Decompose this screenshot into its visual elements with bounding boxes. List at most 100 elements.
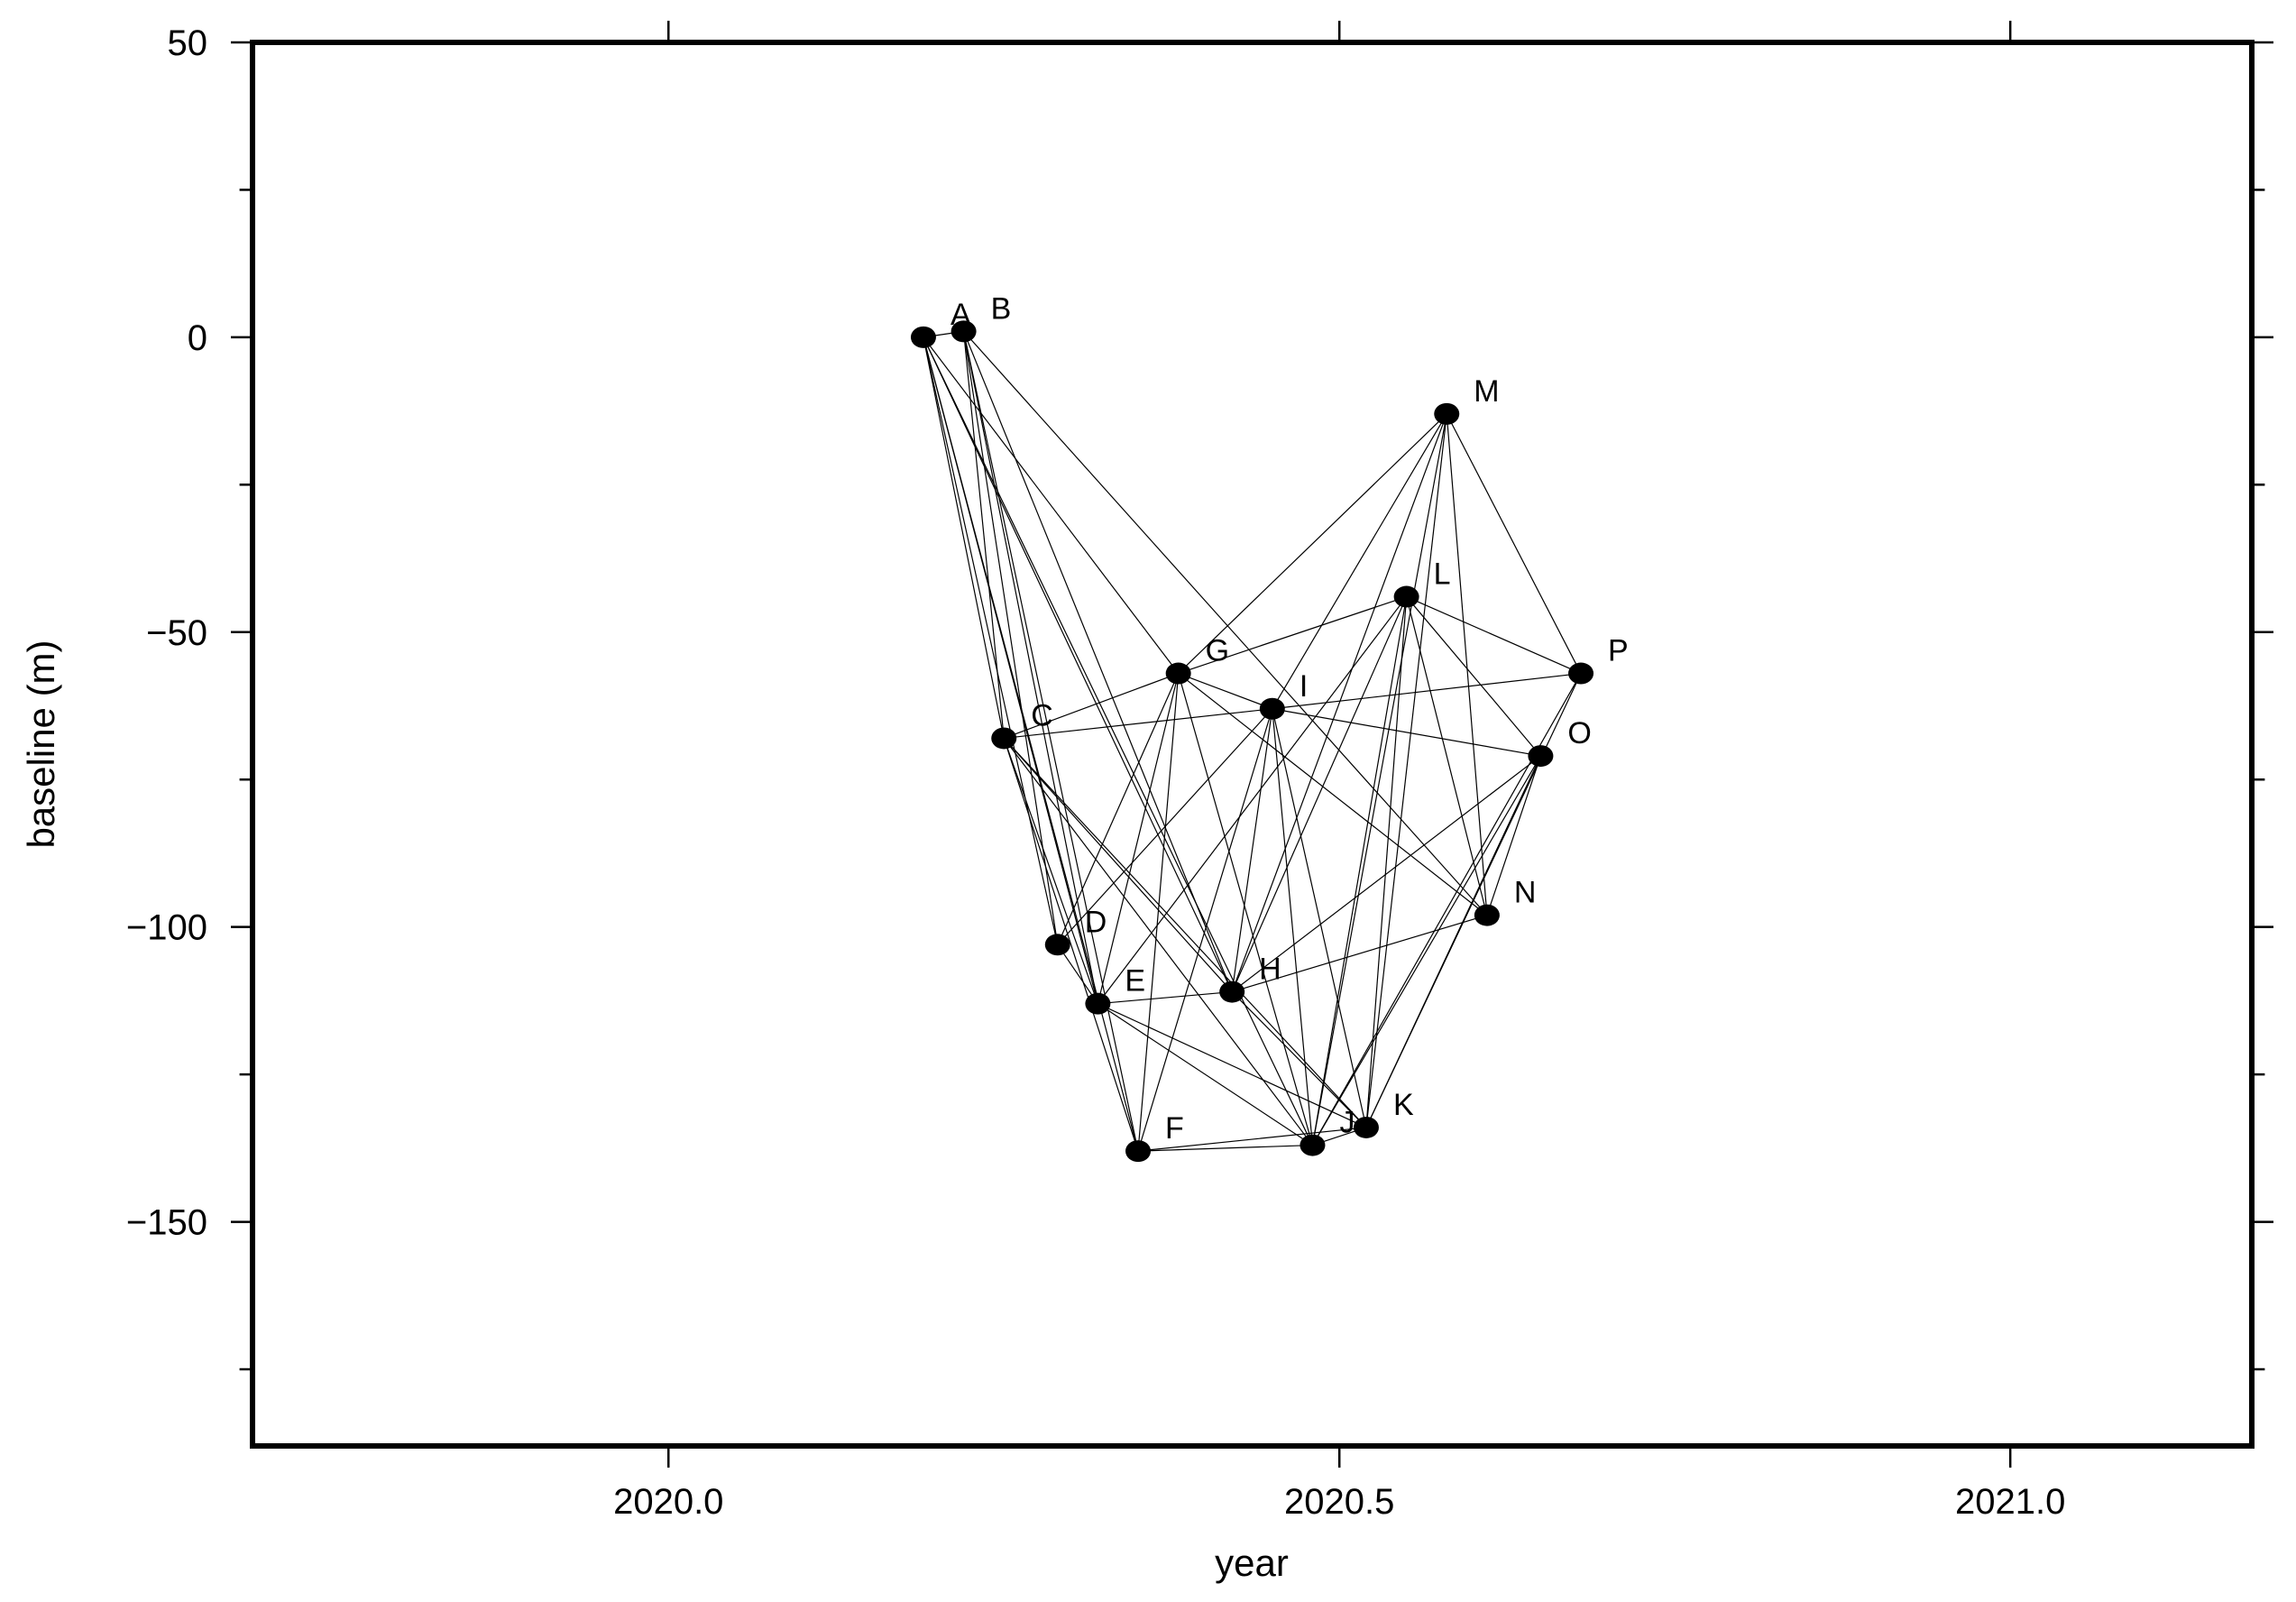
connection-line-C-E xyxy=(1003,738,1098,1004)
connection-line-D-G xyxy=(1057,673,1180,945)
connection-line-E-H xyxy=(1097,990,1233,1005)
point-labels: A B C DE F G H I J K L M N O P xyxy=(951,291,1629,1146)
connection-line-F-K xyxy=(1137,1127,1367,1152)
point-label-F: F xyxy=(1165,1111,1184,1146)
connection-lines xyxy=(923,330,1582,1152)
connection-line-A-C xyxy=(923,336,1005,739)
connection-line-C-G xyxy=(1004,672,1179,740)
data-point-C xyxy=(991,727,1017,750)
data-point-B xyxy=(951,320,977,343)
data-point-N xyxy=(1474,904,1500,926)
connection-line-H-L xyxy=(1231,596,1408,992)
point-label-B: B xyxy=(991,291,1012,326)
point-label-P: P xyxy=(1608,634,1629,668)
data-point-M xyxy=(1434,402,1460,425)
connection-line-C-J xyxy=(1003,738,1313,1146)
connection-line-F-I xyxy=(1137,708,1273,1152)
connection-line-E-K xyxy=(1097,1003,1367,1128)
connection-line-A-D xyxy=(923,336,1059,945)
y-tick-label: −50 xyxy=(146,613,207,653)
point-label-K: K xyxy=(1393,1088,1414,1122)
connection-line-G-I xyxy=(1178,672,1273,710)
connection-line-C-I xyxy=(1004,708,1272,740)
data-point-G xyxy=(1165,662,1191,685)
connection-line-B-E xyxy=(963,331,1098,1004)
x-axis-title: year xyxy=(1215,1542,1289,1584)
data-point-O xyxy=(1528,745,1554,768)
point-label-H: H xyxy=(1259,953,1281,987)
connection-line-M-N xyxy=(1446,413,1488,916)
connection-line-H-O xyxy=(1231,755,1541,993)
connection-line-J-L xyxy=(1311,596,1408,1146)
connection-line-I-P xyxy=(1272,672,1582,710)
data-point-P xyxy=(1568,662,1594,685)
point-label-O: O xyxy=(1567,716,1591,750)
point-label-C: C xyxy=(1031,698,1053,732)
connection-line-E-J xyxy=(1097,1003,1313,1146)
connection-line-C-K xyxy=(1003,738,1367,1128)
data-point-I xyxy=(1259,697,1285,720)
point-label-E: E xyxy=(1125,964,1145,999)
connection-line-H-I xyxy=(1231,708,1273,992)
data-point-A xyxy=(910,326,936,348)
connection-line-E-L xyxy=(1097,596,1408,1005)
data-point-H xyxy=(1219,981,1245,1003)
point-label-A: A xyxy=(951,298,971,332)
point-label-N: N xyxy=(1514,876,1537,910)
connection-line-G-M xyxy=(1178,413,1447,674)
axis-ticks xyxy=(231,21,2273,1468)
connection-line-K-L xyxy=(1365,596,1408,1128)
point-label-L: L xyxy=(1434,557,1451,592)
connection-line-B-C xyxy=(963,331,1005,739)
connection-line-J-M xyxy=(1311,413,1447,1146)
connection-line-B-D xyxy=(963,331,1059,945)
connection-line-A-G xyxy=(923,336,1180,674)
point-label-I: I xyxy=(1300,669,1308,704)
point-label-J: J xyxy=(1339,1106,1355,1140)
connection-line-K-M xyxy=(1365,413,1447,1128)
connection-line-G-N xyxy=(1178,673,1488,916)
connection-line-A-F xyxy=(923,336,1139,1152)
x-tick-label: 2020.5 xyxy=(1284,1482,1394,1522)
data-point-D xyxy=(1044,934,1070,956)
data-point-F xyxy=(1125,1140,1152,1163)
x-tick-label: 2021.0 xyxy=(1955,1482,2065,1522)
data-point-J xyxy=(1300,1134,1326,1156)
connection-line-B-N xyxy=(963,330,1488,916)
connection-line-F-G xyxy=(1137,673,1180,1152)
data-point-K xyxy=(1353,1116,1379,1138)
axis-tick-labels: 2020.0 2020.5 2021.0 50 0 −50 −100 −150 xyxy=(126,23,2065,1522)
x-tick-label: 2020.0 xyxy=(613,1482,723,1522)
y-tick-label: −100 xyxy=(126,908,207,948)
connection-line-I-J xyxy=(1272,708,1314,1146)
connection-line-I-O xyxy=(1272,708,1541,757)
point-label-G: G xyxy=(1206,634,1229,668)
connection-line-D-E xyxy=(1057,944,1098,1005)
connection-line-A-H xyxy=(923,336,1233,992)
connection-line-L-P xyxy=(1406,596,1582,675)
connection-line-J-O xyxy=(1311,755,1541,1146)
connection-line-H-M xyxy=(1231,413,1447,992)
y-axis-title: baseline (m) xyxy=(20,640,62,848)
connection-line-I-M xyxy=(1272,413,1447,710)
point-label-D: D xyxy=(1085,905,1107,939)
connection-line-A-J xyxy=(923,336,1313,1146)
connection-line-N-O xyxy=(1486,755,1541,916)
connection-line-H-N xyxy=(1232,915,1488,993)
connection-line-H-K xyxy=(1231,991,1367,1128)
plot-frame xyxy=(250,40,2255,1449)
y-tick-label: −150 xyxy=(126,1203,207,1243)
connection-line-I-K xyxy=(1272,708,1367,1128)
connection-line-E-G xyxy=(1097,673,1180,1004)
connection-line-L-O xyxy=(1406,596,1541,757)
data-points xyxy=(910,320,1594,1163)
connection-line-M-P xyxy=(1446,413,1582,674)
data-point-E xyxy=(1085,992,1111,1015)
y-tick-label: 50 xyxy=(168,23,208,63)
connection-line-C-F xyxy=(1003,738,1139,1152)
point-label-M: M xyxy=(1474,374,1499,409)
connection-line-L-N xyxy=(1406,596,1488,916)
connection-line-B-F xyxy=(963,331,1139,1152)
connection-line-F-J xyxy=(1138,1144,1313,1152)
